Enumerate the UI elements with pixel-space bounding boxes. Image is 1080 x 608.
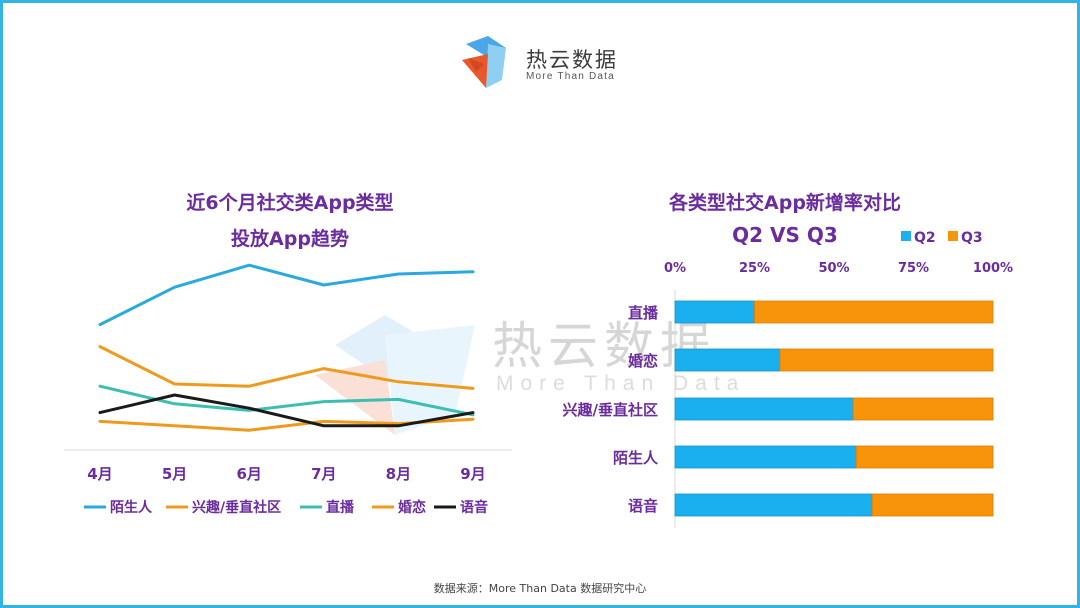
line-chart-title-line2: 投放App趋势 [231, 228, 349, 250]
bar-xtick-label: 25% [739, 261, 770, 276]
bar-legend-label-1: Q3 [961, 230, 983, 246]
bar-legend-swatch-0 [901, 231, 911, 241]
logo-orange-facet [462, 54, 488, 88]
bar-segment-q2-0 [674, 300, 755, 324]
line-xtick-label: 5月 [162, 465, 187, 483]
logo-darkorange-facet [468, 58, 484, 72]
brand-tagline: More Than Data [526, 71, 615, 82]
bar-segment-q3-1 [779, 348, 994, 372]
bar-segment-q2-2 [674, 397, 854, 421]
bar-segment-q3-0 [754, 300, 994, 324]
brand-name: 热云数据 [526, 48, 618, 72]
bar-xtick-label: 75% [898, 261, 929, 276]
bar-xtick-label: 50% [818, 261, 849, 276]
line-series-0 [98, 263, 475, 327]
bar-xtick-label: 100% [973, 261, 1013, 276]
bar-legend-label-0: Q2 [914, 230, 936, 246]
bar-category-label: 直播 [628, 304, 659, 322]
data-source: 数据来源：More Than Data 数据研究中心 [433, 582, 647, 595]
legend-label-0: 陌生人 [110, 499, 153, 516]
legend-label-1: 兴趣/垂直社区 [192, 499, 281, 516]
bar-category-label: 婚恋 [628, 352, 658, 370]
bar-legend-swatch-1 [948, 231, 958, 241]
brand-logo-icon [462, 36, 506, 88]
bar-category-label: 语音 [628, 497, 658, 515]
legend-label-3: 婚恋 [398, 499, 426, 516]
line-xtick-label: 4月 [87, 465, 112, 483]
watermark-name: 热云数据 [492, 317, 716, 375]
logo-lightblue-facet [486, 44, 506, 88]
bar-category-label: 兴趣/垂直社区 [563, 401, 658, 419]
line-series-2 [98, 384, 475, 417]
bar-chart-title-line1: 各类型社交App新增率对比 [669, 192, 901, 214]
bar-segment-q3-4 [871, 493, 994, 517]
bar-segment-q3-2 [852, 397, 994, 421]
legend-label-4: 语音 [460, 499, 488, 516]
bar-segment-q3-3 [855, 445, 994, 469]
line-series-4 [98, 393, 475, 428]
line-series-1 [98, 345, 475, 390]
bar-segment-q2-4 [674, 493, 873, 517]
bar-xtick-label: 0% [664, 261, 686, 276]
line-xtick-label: 6月 [236, 465, 261, 483]
line-xtick-label: 9月 [460, 465, 485, 483]
bar-category-label: 陌生人 [613, 449, 659, 467]
bar-segment-q2-3 [674, 445, 857, 469]
watermark-tagline: More Than Data [496, 372, 746, 395]
bar-chart-title-line2: Q2 VS Q3 [732, 223, 838, 247]
line-chart-title-line1: 近6个月社交类App类型 [186, 192, 394, 214]
bar-segment-q2-1 [674, 348, 781, 372]
line-xtick-label: 7月 [311, 465, 336, 483]
line-xtick-label: 8月 [386, 465, 411, 483]
legend-label-2: 直播 [326, 499, 355, 516]
